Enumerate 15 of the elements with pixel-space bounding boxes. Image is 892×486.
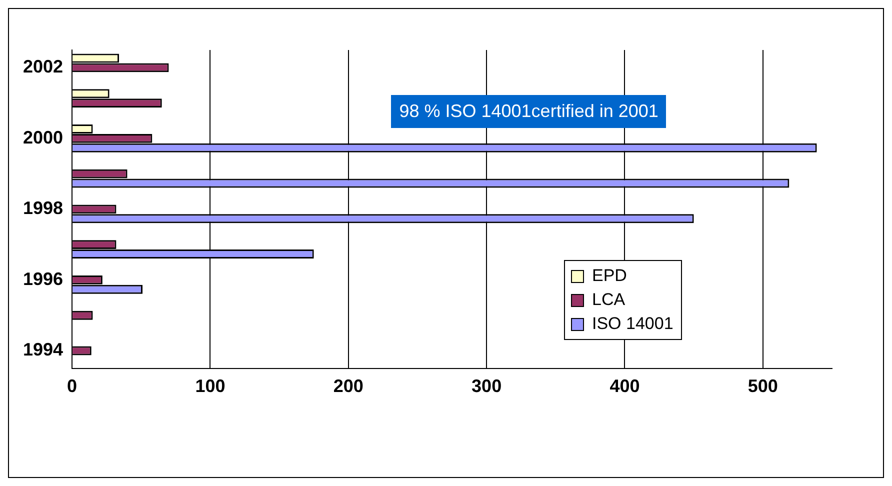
annotation: 98 % ISO 14001certified in 2001 xyxy=(391,95,666,128)
y-tick-label: 1994 xyxy=(22,340,64,360)
x-tick-label: 100 xyxy=(195,376,226,396)
x-tick-label: 200 xyxy=(333,376,364,396)
y-tick-label: 1996 xyxy=(22,268,64,289)
y-tick-label: 2002 xyxy=(22,56,64,77)
x-tick-label: 300 xyxy=(472,376,502,396)
y-tick-label: 2000 xyxy=(22,127,64,148)
legend-label: EPD xyxy=(592,266,627,286)
legend-label: ISO 14001 xyxy=(592,314,674,334)
x-tick-label: 400 xyxy=(610,376,640,396)
legend-label: LCA xyxy=(592,290,626,310)
x-tick-label: 0 xyxy=(67,376,78,396)
x-tick-label: 500 xyxy=(748,376,778,396)
y-tick-label: 1998 xyxy=(22,198,64,218)
